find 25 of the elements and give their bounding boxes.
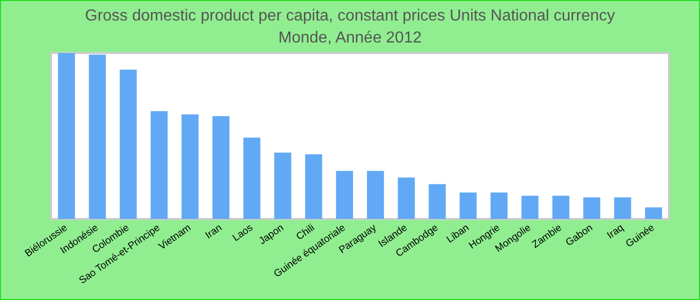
bar [120, 70, 137, 219]
bar [212, 116, 230, 219]
bar [552, 196, 570, 219]
chart-subtitle: Monde, Année 2012 [278, 30, 422, 46]
bar [274, 152, 292, 219]
bar [490, 192, 508, 219]
bar [521, 196, 538, 219]
x-tick-label: Iraq [605, 222, 626, 242]
bar [182, 114, 199, 219]
x-tick-label: Laos [230, 222, 256, 244]
bar [583, 197, 600, 219]
bar [645, 207, 662, 219]
x-tick-label: Iran [204, 222, 224, 242]
bar [150, 111, 168, 219]
bar [58, 53, 75, 219]
bar [366, 170, 384, 219]
bar [614, 197, 632, 219]
bar [460, 192, 477, 219]
bar [243, 138, 260, 219]
bar [428, 184, 446, 219]
bar [88, 54, 106, 219]
bar [305, 154, 322, 219]
bar [398, 178, 415, 219]
bar [336, 170, 354, 219]
chart-title: Gross domestic product per capita, constant prices Units National currency [84, 8, 616, 24]
